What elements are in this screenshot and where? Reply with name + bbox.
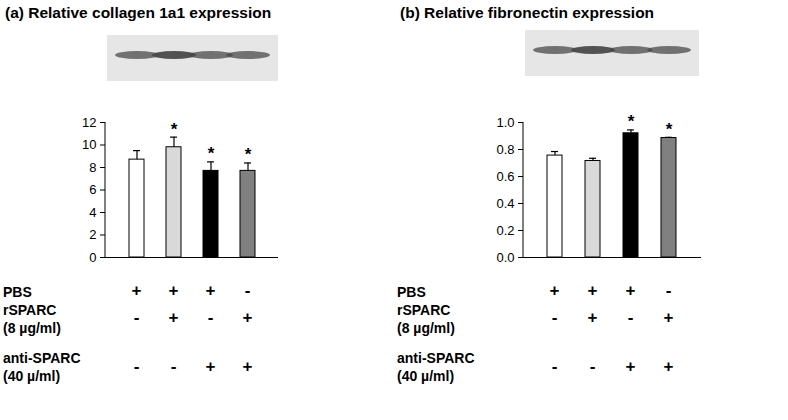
svg-text:2: 2 [89,227,96,242]
html-text:(b) Relative fibronectin expre: (b) Relative fibronectin expression [400,4,655,21]
html-text:anti-SPARC: anti-SPARC [397,350,475,366]
html-text:PBS: PBS [397,284,426,300]
svg-text:0.2: 0.2 [496,223,514,238]
html-text:(8 µg/ml): (8 µg/ml) [397,320,455,336]
svg-text:*: * [628,112,635,131]
html-text:(8 µg/ml): (8 µg/ml) [3,320,61,336]
svg-text:0.8: 0.8 [496,142,514,157]
svg-text:*: * [245,145,252,164]
html-text:(a) Relative collagen 1a1 expr: (a) Relative collagen 1a1 expression [5,4,272,21]
html-text:(40 µ/ml): (40 µ/ml) [3,368,61,384]
svg-text:10: 10 [82,137,96,152]
svg-text:4: 4 [89,205,96,220]
svg-text:0.6: 0.6 [496,169,514,184]
svg-text:0.0: 0.0 [496,250,514,265]
svg-text:*: * [666,120,673,139]
html-text:anti-SPARC: anti-SPARC [3,350,81,366]
svg-text:0: 0 [89,250,96,265]
svg-text:*: * [208,144,215,163]
svg-text:*: * [171,120,178,139]
html-text:PBS: PBS [3,284,32,300]
svg-text:1.0: 1.0 [496,115,514,130]
svg-text:6: 6 [89,182,96,197]
html-text:rSPARC: rSPARC [397,302,451,318]
svg-text:8: 8 [89,160,96,175]
html-text:rSPARC: rSPARC [3,302,57,318]
svg-text:0.4: 0.4 [496,196,514,211]
html-text:(40 µ/ml): (40 µ/ml) [397,368,455,384]
svg-text:12: 12 [82,115,96,130]
